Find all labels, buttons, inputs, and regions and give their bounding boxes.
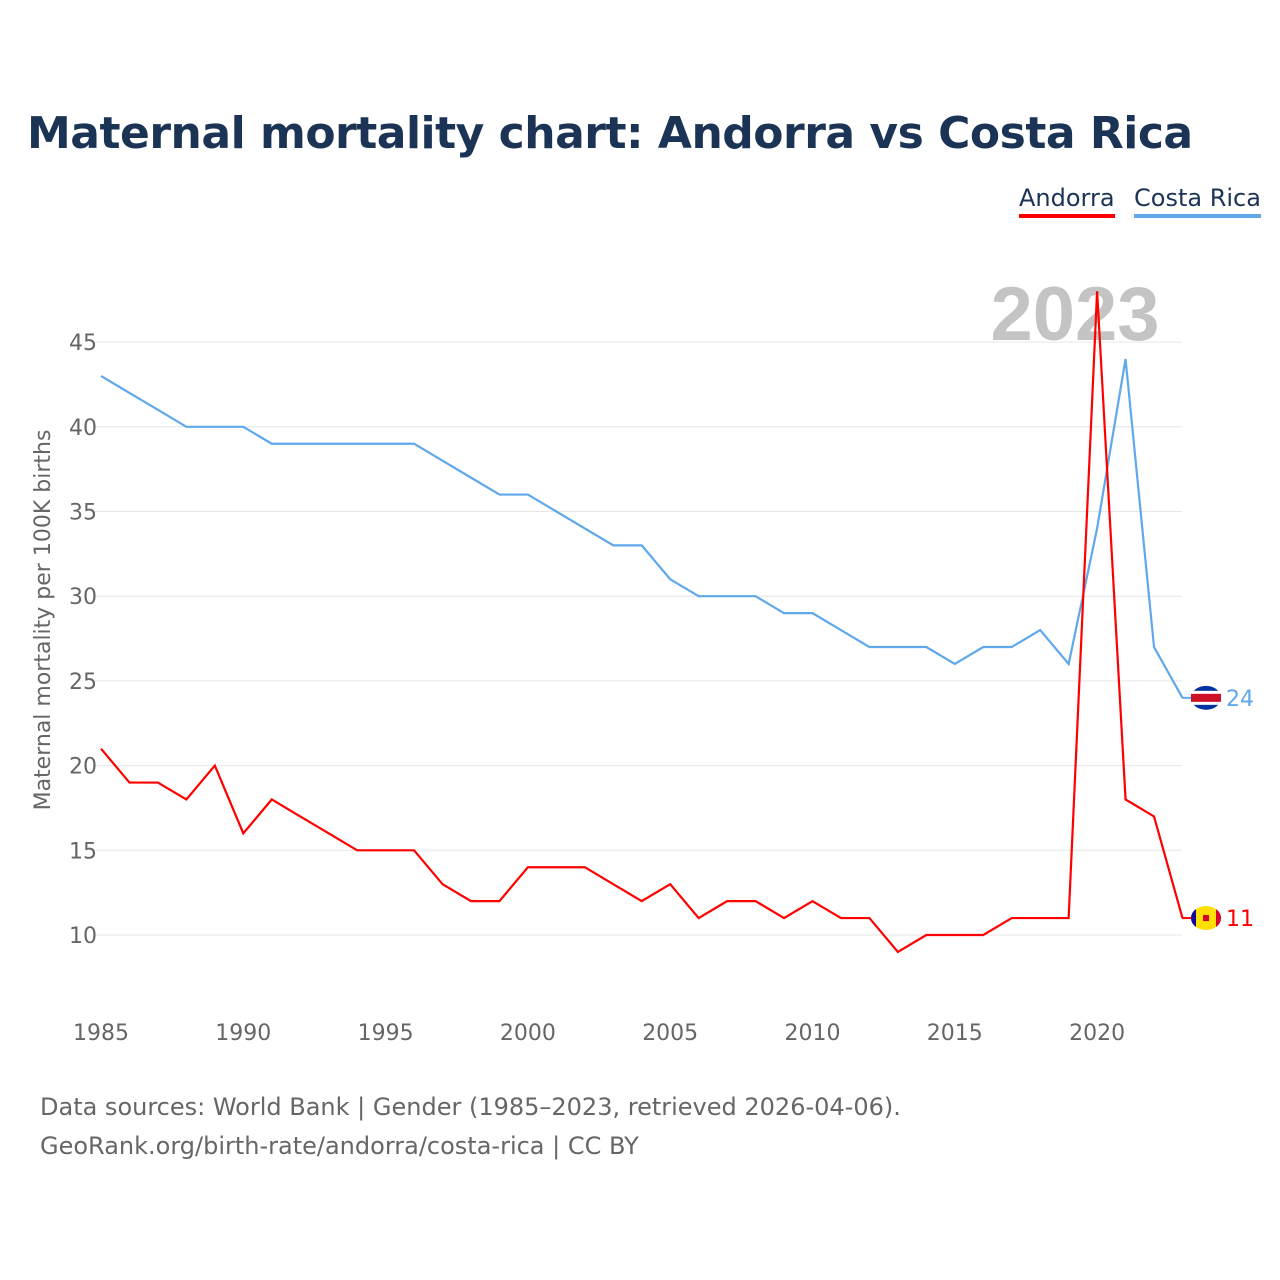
series-line-costa-rica: [100, 358, 1184, 699]
x-tick-label: 2015: [927, 1021, 983, 1046]
x-tick-label: 1985: [73, 1021, 129, 1046]
y-tick-label: 45: [69, 331, 97, 356]
x-tick-label: 1995: [358, 1021, 414, 1046]
y-axis-label: Maternal mortality per 100K births: [31, 430, 56, 811]
y-tick-label: 15: [69, 839, 97, 864]
x-tick-label: 1990: [215, 1021, 271, 1046]
source-note: Data sources: World Bank | Gender (1985–…: [40, 1088, 901, 1166]
y-tick-label: 35: [69, 501, 97, 526]
end-value-label-costa-rica: 24: [1226, 687, 1254, 712]
y-tick-label: 40: [69, 416, 97, 441]
x-tick-label: 2000: [500, 1021, 556, 1046]
legend-andorra[interactable]: Andorra: [1019, 184, 1115, 218]
flag-emblem: [1203, 915, 1209, 922]
flag-stripe: [1191, 693, 1221, 702]
y-tick-label: 30: [69, 585, 97, 610]
chart-title: Maternal mortality chart: Andorra vs Cos…: [27, 108, 1193, 159]
y-tick-label: 25: [69, 670, 97, 695]
y-tick-label: 10: [69, 924, 97, 949]
x-tick-label: 2020: [1069, 1021, 1125, 1046]
source-line-1: Data sources: World Bank | Gender (1985–…: [40, 1093, 901, 1121]
year-watermark: 2023: [990, 272, 1159, 357]
source-line-2[interactable]: GeoRank.org/birth-rate/andorra/costa-ric…: [40, 1132, 639, 1160]
flag-stripe: [1190, 909, 1196, 928]
flag-stripe: [1216, 909, 1222, 928]
x-tick-label: 2010: [785, 1021, 841, 1046]
series-line-andorra: [100, 291, 1184, 954]
end-value-label-andorra: 11: [1226, 907, 1254, 932]
legend-costa-rica[interactable]: Costa Rica: [1134, 184, 1261, 218]
x-tick-label: 2005: [642, 1021, 698, 1046]
y-tick-label: 20: [69, 755, 97, 780]
